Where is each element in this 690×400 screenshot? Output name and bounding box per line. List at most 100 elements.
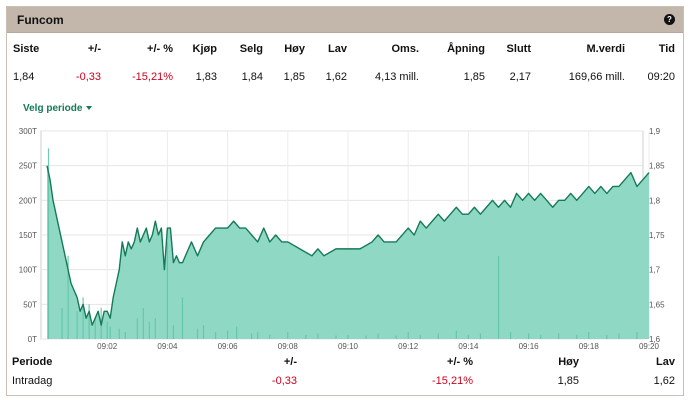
x-tick-label: 09:20 — [639, 342, 660, 351]
volume-bar — [202, 325, 205, 339]
volume-bar — [124, 332, 126, 339]
volume-bar — [395, 335, 397, 339]
val-summary-lav: 1,62 — [653, 375, 675, 387]
col-hoy: Høy — [284, 43, 305, 55]
volume-bar — [214, 332, 217, 339]
col-summary-lav: Lav — [656, 356, 675, 368]
y-left-tick-label: 50T — [23, 300, 37, 309]
volume-bar — [437, 333, 439, 339]
panel-header: Funcom ? — [7, 7, 683, 33]
volume-bar — [181, 297, 184, 339]
volume-bar — [94, 318, 96, 339]
y-left-tick-label: 250T — [19, 162, 37, 171]
y-right-tick-label: 1,7 — [649, 266, 661, 275]
summary-header-row: Periode +/- +/- % Høy Lav — [7, 356, 683, 372]
summary-values-row: Intradag -0,33 -15,21% 1,85 1,62 — [7, 375, 683, 391]
help-circle-icon[interactable]: ? — [664, 14, 675, 25]
volume-bar — [166, 241, 168, 339]
col-summary-change: +/- — [283, 356, 297, 368]
volume-bar — [455, 330, 457, 339]
y-left-tick-label: 0T — [28, 335, 37, 344]
x-tick-label: 09:06 — [218, 342, 239, 351]
x-tick-label: 09:16 — [519, 342, 540, 351]
period-select-dropdown[interactable]: Velg periode — [23, 103, 93, 114]
volume-bar — [269, 334, 271, 339]
volume-bar — [467, 334, 469, 339]
val-summary-change-pct: -15,21% — [432, 375, 473, 387]
volume-bar — [251, 333, 253, 339]
volume-bar — [287, 332, 289, 339]
val-mverdi: 169,66 mill. — [568, 71, 625, 83]
x-tick-label: 09:08 — [278, 342, 299, 351]
y-left-tick-label: 300T — [19, 127, 37, 136]
val-change: -0,33 — [75, 71, 101, 83]
quote-values-row: 1,84 -0,33 -15,21% 1,83 1,84 1,85 1,62 4… — [7, 71, 683, 87]
volume-bar — [88, 304, 90, 339]
volume-bar — [407, 332, 409, 339]
volume-bar — [540, 334, 542, 339]
col-periode: Periode — [12, 356, 53, 368]
col-lav: Lav — [328, 43, 347, 55]
col-mverdi: M.verdi — [586, 43, 625, 55]
volume-bar — [365, 335, 367, 339]
val-change-pct: -15,21% — [132, 71, 173, 83]
col-oms: Oms. — [391, 43, 419, 55]
volume-bar — [142, 307, 144, 339]
x-tick-label: 09:12 — [398, 342, 419, 351]
val-lav: 1,62 — [325, 71, 347, 83]
volume-bar — [257, 332, 259, 339]
price-volume-chart[interactable]: 0T 1,6 50T 1,65 100T 1,7 150T 1,75 200T 1,8 250T 1,… — [7, 122, 683, 352]
col-slutt: Slutt — [506, 43, 531, 55]
y-right-tick-label: 1,8 — [649, 196, 661, 205]
col-change-pct: +/- % — [147, 43, 173, 55]
col-tid: Tid — [658, 43, 675, 55]
y-left-tick-label: 100T — [19, 266, 37, 275]
period-summary-table: Periode +/- +/- % Høy Lav Intradag -0,33… — [7, 353, 683, 397]
volume-bar — [347, 334, 349, 339]
caret-down-icon — [86, 106, 93, 111]
volume-bar — [618, 333, 620, 339]
volume-bar — [196, 328, 199, 339]
volume-bar — [76, 311, 78, 339]
price-line — [46, 165, 650, 326]
volume-bar — [588, 332, 590, 339]
volume-bar — [636, 332, 638, 339]
volume-bar — [479, 333, 482, 339]
volume-bar — [558, 333, 560, 339]
x-tick-label: 09:04 — [157, 342, 178, 351]
volume-bar — [106, 321, 108, 339]
volume-bar — [47, 148, 50, 339]
volume-bar — [606, 334, 608, 339]
x-tick-label: 09:10 — [338, 342, 359, 351]
val-apning: 1,85 — [463, 71, 485, 83]
val-selg: 1,84 — [241, 71, 263, 83]
volume-bar — [497, 255, 500, 339]
col-summary-change-pct: +/- % — [447, 356, 473, 368]
col-selg: Selg — [239, 43, 263, 55]
volume-bar — [109, 326, 111, 339]
quote-panel: Funcom ? Siste +/- +/- % Kjøp Selg Høy L… — [6, 6, 684, 396]
val-hoy: 1,85 — [283, 71, 305, 83]
y-right-tick-label: 1,85 — [649, 162, 665, 171]
y-right-tick-label: 1,9 — [649, 127, 661, 136]
panel-title: Funcom — [17, 13, 64, 27]
volume-bar — [118, 328, 120, 339]
val-oms: 4,13 mill. — [374, 71, 419, 83]
period-select-label: Velg periode — [23, 103, 83, 114]
col-apning: Åpning — [447, 43, 485, 55]
volume-bar — [172, 325, 175, 339]
val-summary-hoy: 1,85 — [557, 375, 579, 387]
val-siste: 1,84 — [13, 71, 35, 83]
y-right-tick-label: 1,6 — [649, 335, 661, 344]
quote-header-row: Siste +/- +/- % Kjøp Selg Høy Lav Oms. Å… — [7, 43, 683, 59]
col-summary-hoy: Høy — [558, 356, 579, 368]
volume-bar — [305, 334, 307, 339]
volume-bar — [377, 333, 379, 339]
col-siste: Siste — [13, 43, 40, 55]
volume-bar — [528, 333, 530, 339]
y-right-tick-label: 1,65 — [649, 300, 665, 309]
volume-bar — [509, 332, 512, 339]
x-tick-label: 09:18 — [579, 342, 600, 351]
x-tick-label: 09:02 — [97, 342, 118, 351]
col-kjop: Kjøp — [192, 43, 217, 55]
